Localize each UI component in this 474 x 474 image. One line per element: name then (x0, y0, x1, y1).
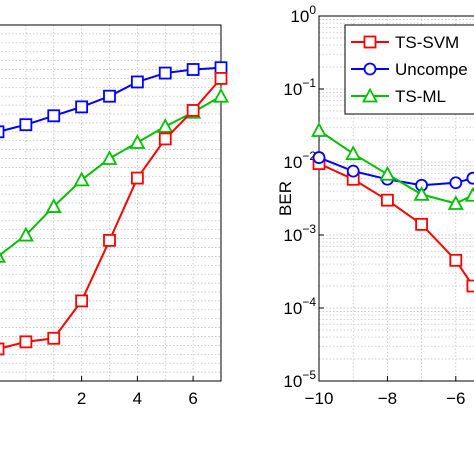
left-series-2-point-6 (158, 132, 172, 146)
right-legend: TS-SVM Uncompe TS-ML (344, 24, 474, 115)
right-y-tick-base: 10 (290, 7, 309, 26)
right-y-tick-exponent: −1 (302, 76, 316, 90)
left-series-2-point-5 (130, 171, 144, 185)
legend-marker-2 (361, 87, 379, 103)
legend-label-1: Uncompe (395, 60, 468, 79)
right-series-1-point-1 (346, 164, 360, 178)
left-plot-frame (0, 24, 222, 382)
right-series-0-point-3 (415, 217, 429, 231)
left-series-0-point-6 (158, 66, 172, 80)
left-series-0-point-7 (186, 63, 200, 76)
right-series-0-point-4 (449, 253, 463, 267)
right-series-0-point-2 (380, 193, 394, 207)
right-x-tick-label: −8 (378, 389, 397, 408)
left-series-1-point-5 (129, 134, 146, 149)
right-y-tick-label: 10−3 (283, 222, 316, 245)
right-series-2-point-2 (379, 165, 396, 181)
right-y-tick-base: 10 (283, 80, 302, 99)
right-y-tick-exponent: −5 (302, 368, 316, 382)
right-y-tick-label: 100 (290, 3, 316, 26)
right-y-tick-exponent: 0 (309, 3, 316, 17)
left-x-tick-label: 6 (188, 389, 197, 408)
right-series-2-point-1 (345, 145, 362, 161)
legend-label-2: TS-ML (395, 87, 446, 106)
left-series-2-point-8 (214, 72, 228, 85)
right-y-tick-label: 10−1 (283, 76, 316, 99)
left-x-tick-label: 4 (133, 389, 142, 408)
right-y-tick-base: 10 (283, 372, 302, 391)
left-series-1-point-1 (17, 226, 34, 242)
left-series-0-point-8 (214, 61, 228, 75)
left-series-1-point-2 (45, 198, 62, 213)
left-series-0-point-4 (103, 89, 116, 103)
right-y-tick-base: 10 (283, 299, 302, 318)
legend-marker-0 (363, 35, 377, 49)
left-series-2-point-1 (19, 335, 33, 349)
left-chart: 2 4 6 (0, 24, 230, 408)
left-series-0-point-2 (47, 109, 61, 123)
right-y-tick-exponent: −3 (302, 222, 316, 236)
left-series-2-point-4 (103, 233, 116, 247)
right-series-0-point-5 (466, 279, 474, 293)
legend-label-0: TS-SVM (395, 33, 459, 52)
right-y-tick-label: 10−2 (283, 149, 316, 172)
right-series-2-point-3 (413, 186, 430, 201)
left-series-0-point-5 (130, 75, 144, 89)
left-series-1-point-3 (73, 171, 90, 187)
left-series-2-point-2 (47, 331, 61, 345)
left-series-0-point-1 (19, 118, 33, 132)
right-y-axis-label: BER (276, 181, 295, 216)
right-x-tick-label: −10 (305, 389, 334, 408)
left-series-0-point-0 (0, 125, 5, 139)
right-y-tick-base: 10 (283, 153, 302, 172)
right-y-tick-exponent: −4 (302, 295, 316, 309)
legend-marker-1 (363, 62, 377, 76)
right-plot-frame (318, 15, 474, 382)
right-x-tick-label: −6 (446, 389, 465, 408)
left-series-0-point-3 (75, 100, 89, 114)
left-series-2-point-7 (186, 104, 200, 117)
left-series-2-line (0, 77, 222, 350)
left-series-2-point-0 (0, 342, 5, 356)
left-series-2-point-3 (75, 294, 89, 308)
right-y-tick-label: 10−4 (283, 295, 316, 318)
right-series-1-point-4 (449, 176, 463, 190)
left-series-1-point-6 (157, 118, 174, 133)
right-series-1-point-5 (466, 171, 474, 185)
left-series-1-point-8 (212, 87, 230, 103)
right-y-tick-label: 10−5 (283, 368, 316, 391)
right-y-tick-base: 10 (283, 226, 302, 245)
left-x-tick-label: 2 (77, 389, 86, 408)
left-series-1-point-0 (0, 251, 7, 263)
right-series-2-point-0 (310, 122, 328, 137)
right-series-1-point-0 (312, 151, 326, 164)
left-series-1-point-4 (101, 150, 118, 165)
right-series-2-point-5 (464, 186, 474, 202)
right-series-2-point-4 (447, 195, 464, 210)
